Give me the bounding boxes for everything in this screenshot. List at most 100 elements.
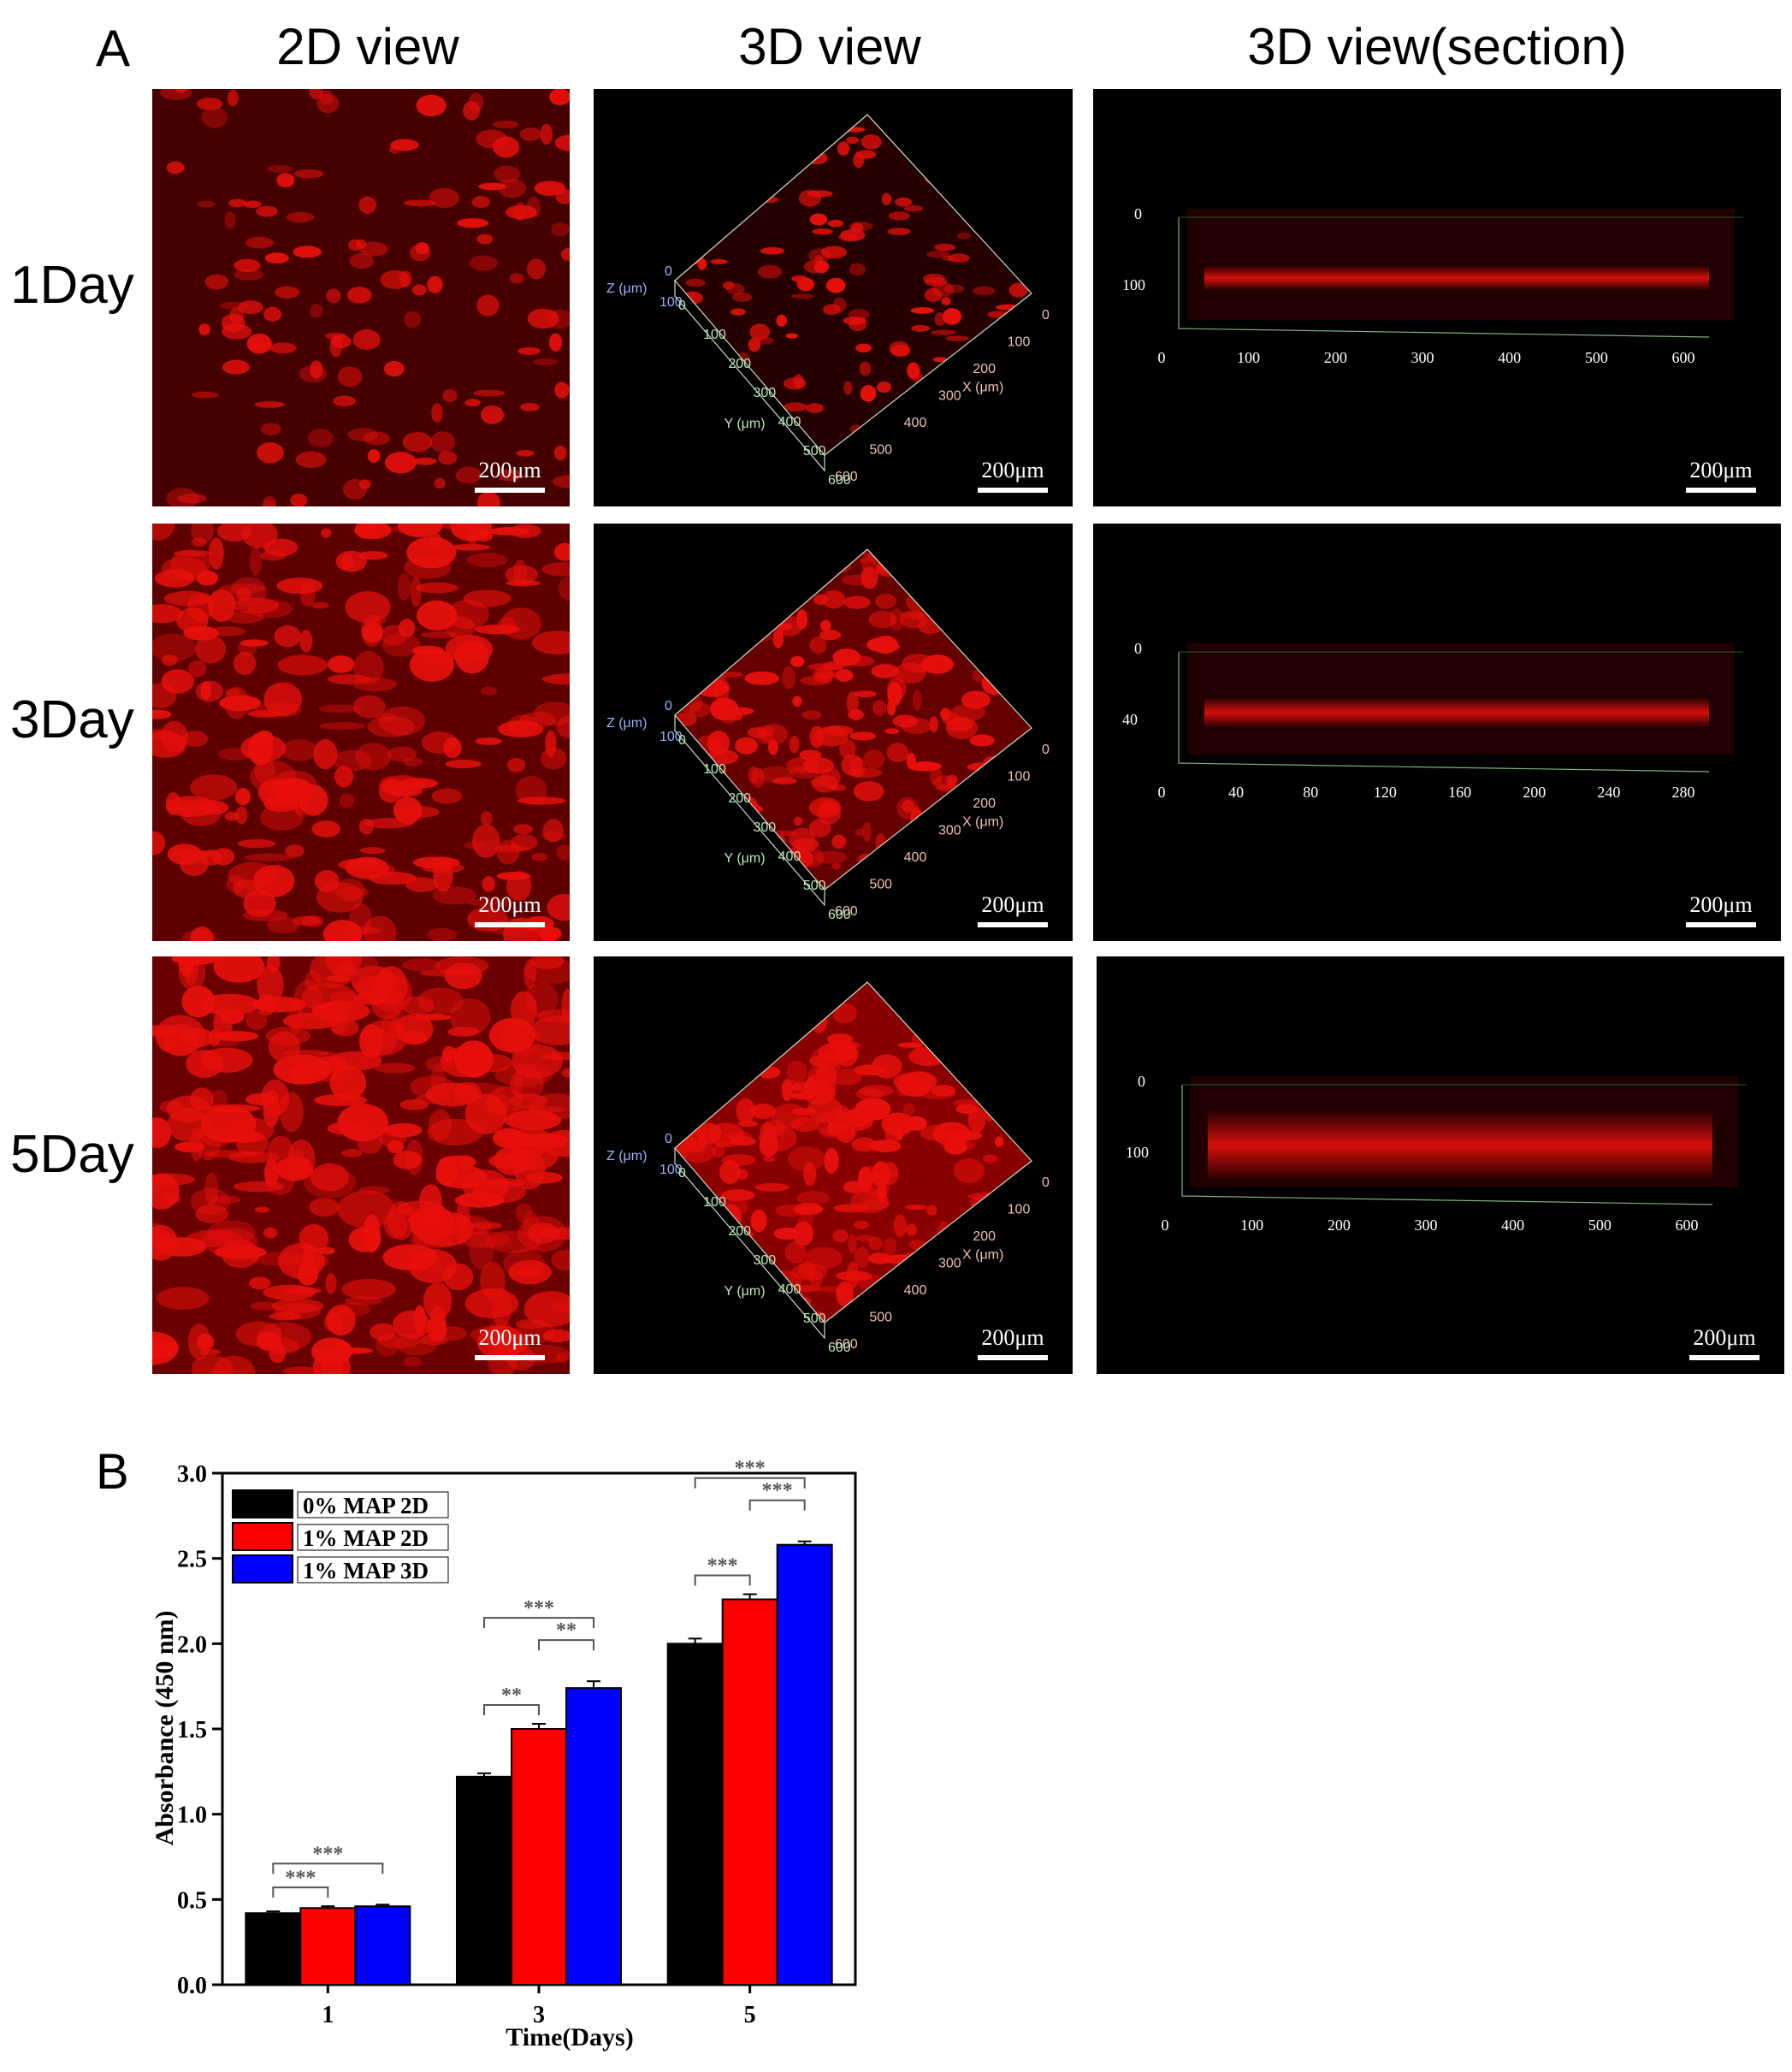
svg-text:120: 120 [1374,784,1397,801]
scale-bar-label: 200μm [478,1325,541,1350]
scale-bar [475,1355,545,1360]
svg-text:300: 300 [1415,1217,1438,1234]
bar [721,1598,778,1986]
column-header-3d-section: 3D view(section) [1247,18,1627,75]
svg-text:100: 100 [1237,349,1260,366]
significance-bracket [483,1617,594,1629]
scale-bar-label: 200μm [478,458,541,482]
significance-bracket [748,1499,806,1511]
svg-text:200: 200 [973,362,996,376]
y-tick-label: 0.0 [177,1973,207,1999]
svg-text:500: 500 [869,1311,892,1325]
svg-text:500: 500 [1585,349,1608,366]
svg-text:Y (μm): Y (μm) [724,417,766,431]
significance-label: *** [762,1480,793,1502]
bar [776,1543,833,1986]
panel-a-letter: A [96,20,131,77]
svg-text:X (μm): X (μm) [962,815,1003,830]
svg-text:300: 300 [938,824,961,838]
significance-label: *** [707,1555,738,1578]
svg-text:400: 400 [1498,349,1521,366]
svg-text:100: 100 [1122,276,1145,293]
significance-label: *** [312,1843,343,1865]
scale-bar [475,922,545,927]
micrograph-section-day1: 0 100 0 100 200 300 400 500 600 200μm [1093,89,1781,506]
significance-label: *** [523,1597,554,1619]
svg-text:0: 0 [1134,205,1142,222]
legend: 0% MAP 2D 1% MAP 2D 1% MAP 3D [232,1489,449,1584]
svg-text:300: 300 [938,389,961,404]
legend-label: 1% MAP 3D [303,1558,429,1584]
scale-bar [978,488,1048,493]
svg-text:0: 0 [1134,640,1142,657]
y-tick-label: 2.5 [177,1547,207,1573]
svg-text:500: 500 [869,878,892,892]
legend-label: 0% MAP 2D [303,1493,429,1518]
significance-label: *** [285,1867,316,1889]
svg-text:100: 100 [1240,1217,1263,1234]
scale-bar [475,488,545,493]
svg-text:600: 600 [828,908,851,922]
legend-box [297,1524,449,1551]
bar [456,1775,512,1986]
svg-text:Y (μm): Y (μm) [724,1284,766,1299]
y-axis-label: Absorbance (450 nm) [151,1611,179,1846]
svg-text:300: 300 [1411,349,1434,366]
svg-text:80: 80 [1303,784,1318,801]
y-tick-label: 0.5 [177,1887,207,1914]
significance-bracket [483,1704,540,1716]
significance-bracket [272,1862,384,1874]
svg-text:160: 160 [1448,784,1471,801]
svg-text:100: 100 [1126,1144,1149,1161]
svg-text:200: 200 [1328,1217,1351,1234]
micrograph-2d-day1: 200μm [152,89,570,506]
svg-text:200: 200 [1523,784,1546,801]
svg-text:300: 300 [754,820,777,835]
svg-text:100: 100 [659,295,683,310]
svg-text:0: 0 [1042,308,1050,323]
svg-text:400: 400 [778,850,801,864]
bar [354,1905,411,1986]
row-header-day3: 3Day [10,690,134,749]
legend-box [297,1556,449,1584]
svg-text:100: 100 [1008,335,1031,350]
svg-text:600: 600 [835,1337,858,1352]
svg-text:200: 200 [973,796,996,811]
row-header-day5: 5Day [10,1125,134,1184]
svg-text:0: 0 [1138,1073,1145,1090]
svg-text:0: 0 [678,1166,686,1181]
micrograph-section-day3: 0 40 0 40 80 120 160 200 240 280 200μm [1093,524,1781,941]
svg-text:400: 400 [904,416,927,430]
svg-text:0: 0 [665,1132,672,1146]
scale-bar [1686,488,1756,493]
micrograph-3d-day3: Z (μm) 0 100 0 600 100 500 200 400 300 300 400 200 50… [594,524,1073,941]
svg-text:600: 600 [828,473,851,488]
svg-text:0: 0 [1042,743,1050,757]
svg-text:600: 600 [1672,349,1695,366]
micrograph-section-day5: 0 100 0 100 200 300 400 500 600 200μm [1097,956,1784,1374]
svg-text:400: 400 [778,415,801,429]
micrograph-2d-day5: 200μm [152,956,570,1374]
x-tick-label: 5 [744,2002,756,2028]
svg-text:400: 400 [904,1283,927,1298]
scale-bar [1689,1355,1759,1360]
significance-bracket [272,1886,329,1898]
svg-text:100: 100 [703,328,726,342]
svg-text:400: 400 [778,1282,801,1297]
svg-text:100: 100 [1008,770,1031,784]
row-header-day1: 1Day [10,256,134,315]
svg-text:300: 300 [754,386,777,400]
svg-text:100: 100 [1008,1203,1031,1217]
micrograph-3d-day5: Z (μm) 0 100 0 600 100 500 200 400 300 300 400 200 50… [594,956,1073,1374]
svg-text:0: 0 [678,299,686,313]
plot-area: 0.00.51.01.52.02.53.01 3 5****************… [177,1458,857,2028]
scale-bar-label: 200μm [1689,892,1752,917]
svg-text:100: 100 [703,1195,726,1210]
legend-swatch [232,1554,293,1584]
svg-text:200: 200 [1324,349,1347,366]
svg-text:400: 400 [1501,1217,1524,1234]
svg-text:240: 240 [1597,784,1620,801]
bar [245,1912,302,1986]
legend-label: 1% MAP 2D [303,1525,429,1551]
svg-text:40: 40 [1122,711,1138,728]
